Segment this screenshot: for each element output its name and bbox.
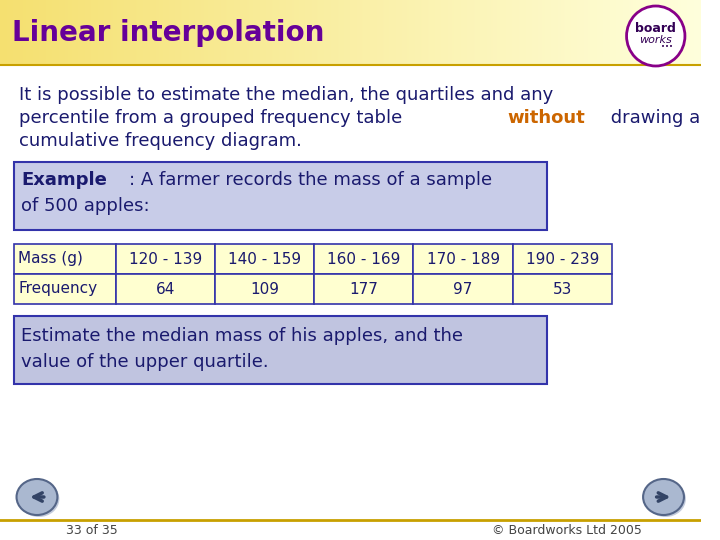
Text: percentile from a grouped frequency table: percentile from a grouped frequency tabl… bbox=[19, 109, 408, 127]
FancyBboxPatch shape bbox=[14, 162, 546, 230]
Text: 64: 64 bbox=[156, 281, 175, 296]
Text: 97: 97 bbox=[454, 281, 473, 296]
Ellipse shape bbox=[19, 481, 59, 517]
Text: 170 - 189: 170 - 189 bbox=[426, 252, 500, 267]
Text: Mass (g): Mass (g) bbox=[19, 252, 84, 267]
FancyBboxPatch shape bbox=[314, 274, 413, 304]
Text: 190 - 239: 190 - 239 bbox=[526, 252, 599, 267]
Text: Estimate the median mass of his apples, and the: Estimate the median mass of his apples, … bbox=[22, 327, 464, 345]
Text: cumulative frequency diagram.: cumulative frequency diagram. bbox=[19, 132, 302, 150]
Text: © Boardworks Ltd 2005: © Boardworks Ltd 2005 bbox=[492, 523, 642, 537]
FancyBboxPatch shape bbox=[513, 244, 612, 274]
Text: 140 - 159: 140 - 159 bbox=[228, 252, 301, 267]
Ellipse shape bbox=[643, 479, 684, 515]
Text: 33 of 35: 33 of 35 bbox=[66, 523, 118, 537]
FancyBboxPatch shape bbox=[413, 244, 513, 274]
FancyBboxPatch shape bbox=[413, 274, 513, 304]
Text: Frequency: Frequency bbox=[19, 281, 98, 296]
Text: 109: 109 bbox=[250, 281, 279, 296]
FancyBboxPatch shape bbox=[314, 244, 413, 274]
Ellipse shape bbox=[17, 479, 58, 515]
Text: value of the upper quartile.: value of the upper quartile. bbox=[22, 353, 269, 371]
Text: 160 - 169: 160 - 169 bbox=[327, 252, 400, 267]
FancyBboxPatch shape bbox=[14, 244, 116, 274]
Circle shape bbox=[626, 6, 685, 66]
Text: Example: Example bbox=[22, 171, 107, 189]
FancyBboxPatch shape bbox=[116, 274, 215, 304]
FancyBboxPatch shape bbox=[215, 274, 314, 304]
Text: 177: 177 bbox=[349, 281, 378, 296]
FancyBboxPatch shape bbox=[513, 274, 612, 304]
FancyBboxPatch shape bbox=[116, 244, 215, 274]
FancyBboxPatch shape bbox=[215, 244, 314, 274]
Text: without: without bbox=[508, 109, 585, 127]
Text: : A farmer records the mass of a sample: : A farmer records the mass of a sample bbox=[129, 171, 492, 189]
Text: 120 - 139: 120 - 139 bbox=[129, 252, 202, 267]
Bar bbox=[0, 65, 701, 540]
Ellipse shape bbox=[645, 481, 686, 517]
Text: of 500 apples:: of 500 apples: bbox=[22, 197, 150, 215]
Text: 53: 53 bbox=[553, 281, 572, 296]
Text: board: board bbox=[635, 23, 676, 36]
FancyBboxPatch shape bbox=[14, 274, 116, 304]
Text: works: works bbox=[639, 35, 672, 45]
FancyBboxPatch shape bbox=[14, 316, 546, 384]
Text: •••: ••• bbox=[662, 44, 673, 50]
Text: drawing a: drawing a bbox=[606, 109, 701, 127]
Text: It is possible to estimate the median, the quartiles and any: It is possible to estimate the median, t… bbox=[19, 86, 554, 104]
Text: Linear interpolation: Linear interpolation bbox=[12, 19, 324, 47]
